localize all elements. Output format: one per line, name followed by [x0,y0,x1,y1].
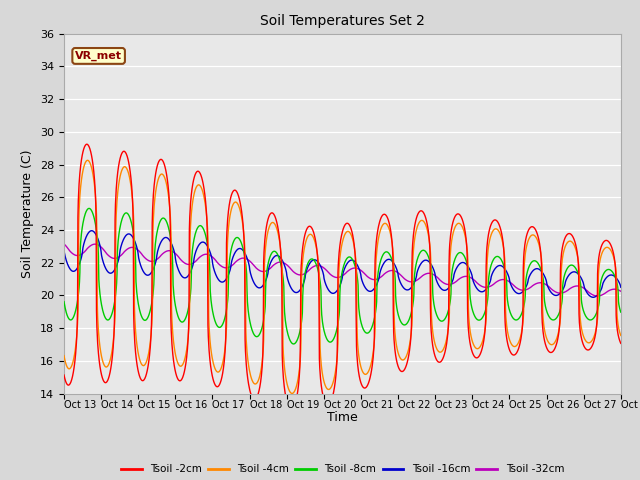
Title: Soil Temperatures Set 2: Soil Temperatures Set 2 [260,14,425,28]
X-axis label: Time: Time [327,411,358,424]
Text: VR_met: VR_met [75,51,122,61]
Legend: Tsoil -2cm, Tsoil -4cm, Tsoil -8cm, Tsoil -16cm, Tsoil -32cm: Tsoil -2cm, Tsoil -4cm, Tsoil -8cm, Tsoi… [116,460,568,479]
Y-axis label: Soil Temperature (C): Soil Temperature (C) [22,149,35,278]
